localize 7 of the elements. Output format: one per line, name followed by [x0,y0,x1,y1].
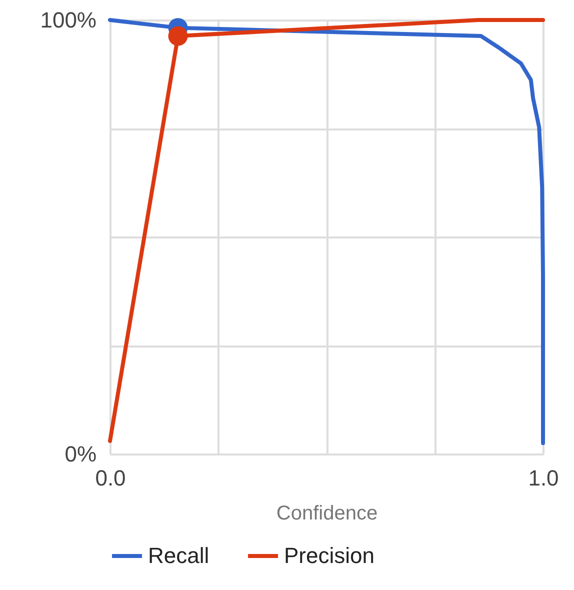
x-tick-label: 1.0 [528,466,559,490]
x-tick-label: 0.0 [95,466,126,490]
legend-label: Recall [148,543,210,568]
y-tick-label: 100% [40,8,96,32]
legend-label: Precision [284,543,374,568]
x-axis-title: Confidence [276,502,378,524]
y-tick-label: 0% [64,442,96,466]
